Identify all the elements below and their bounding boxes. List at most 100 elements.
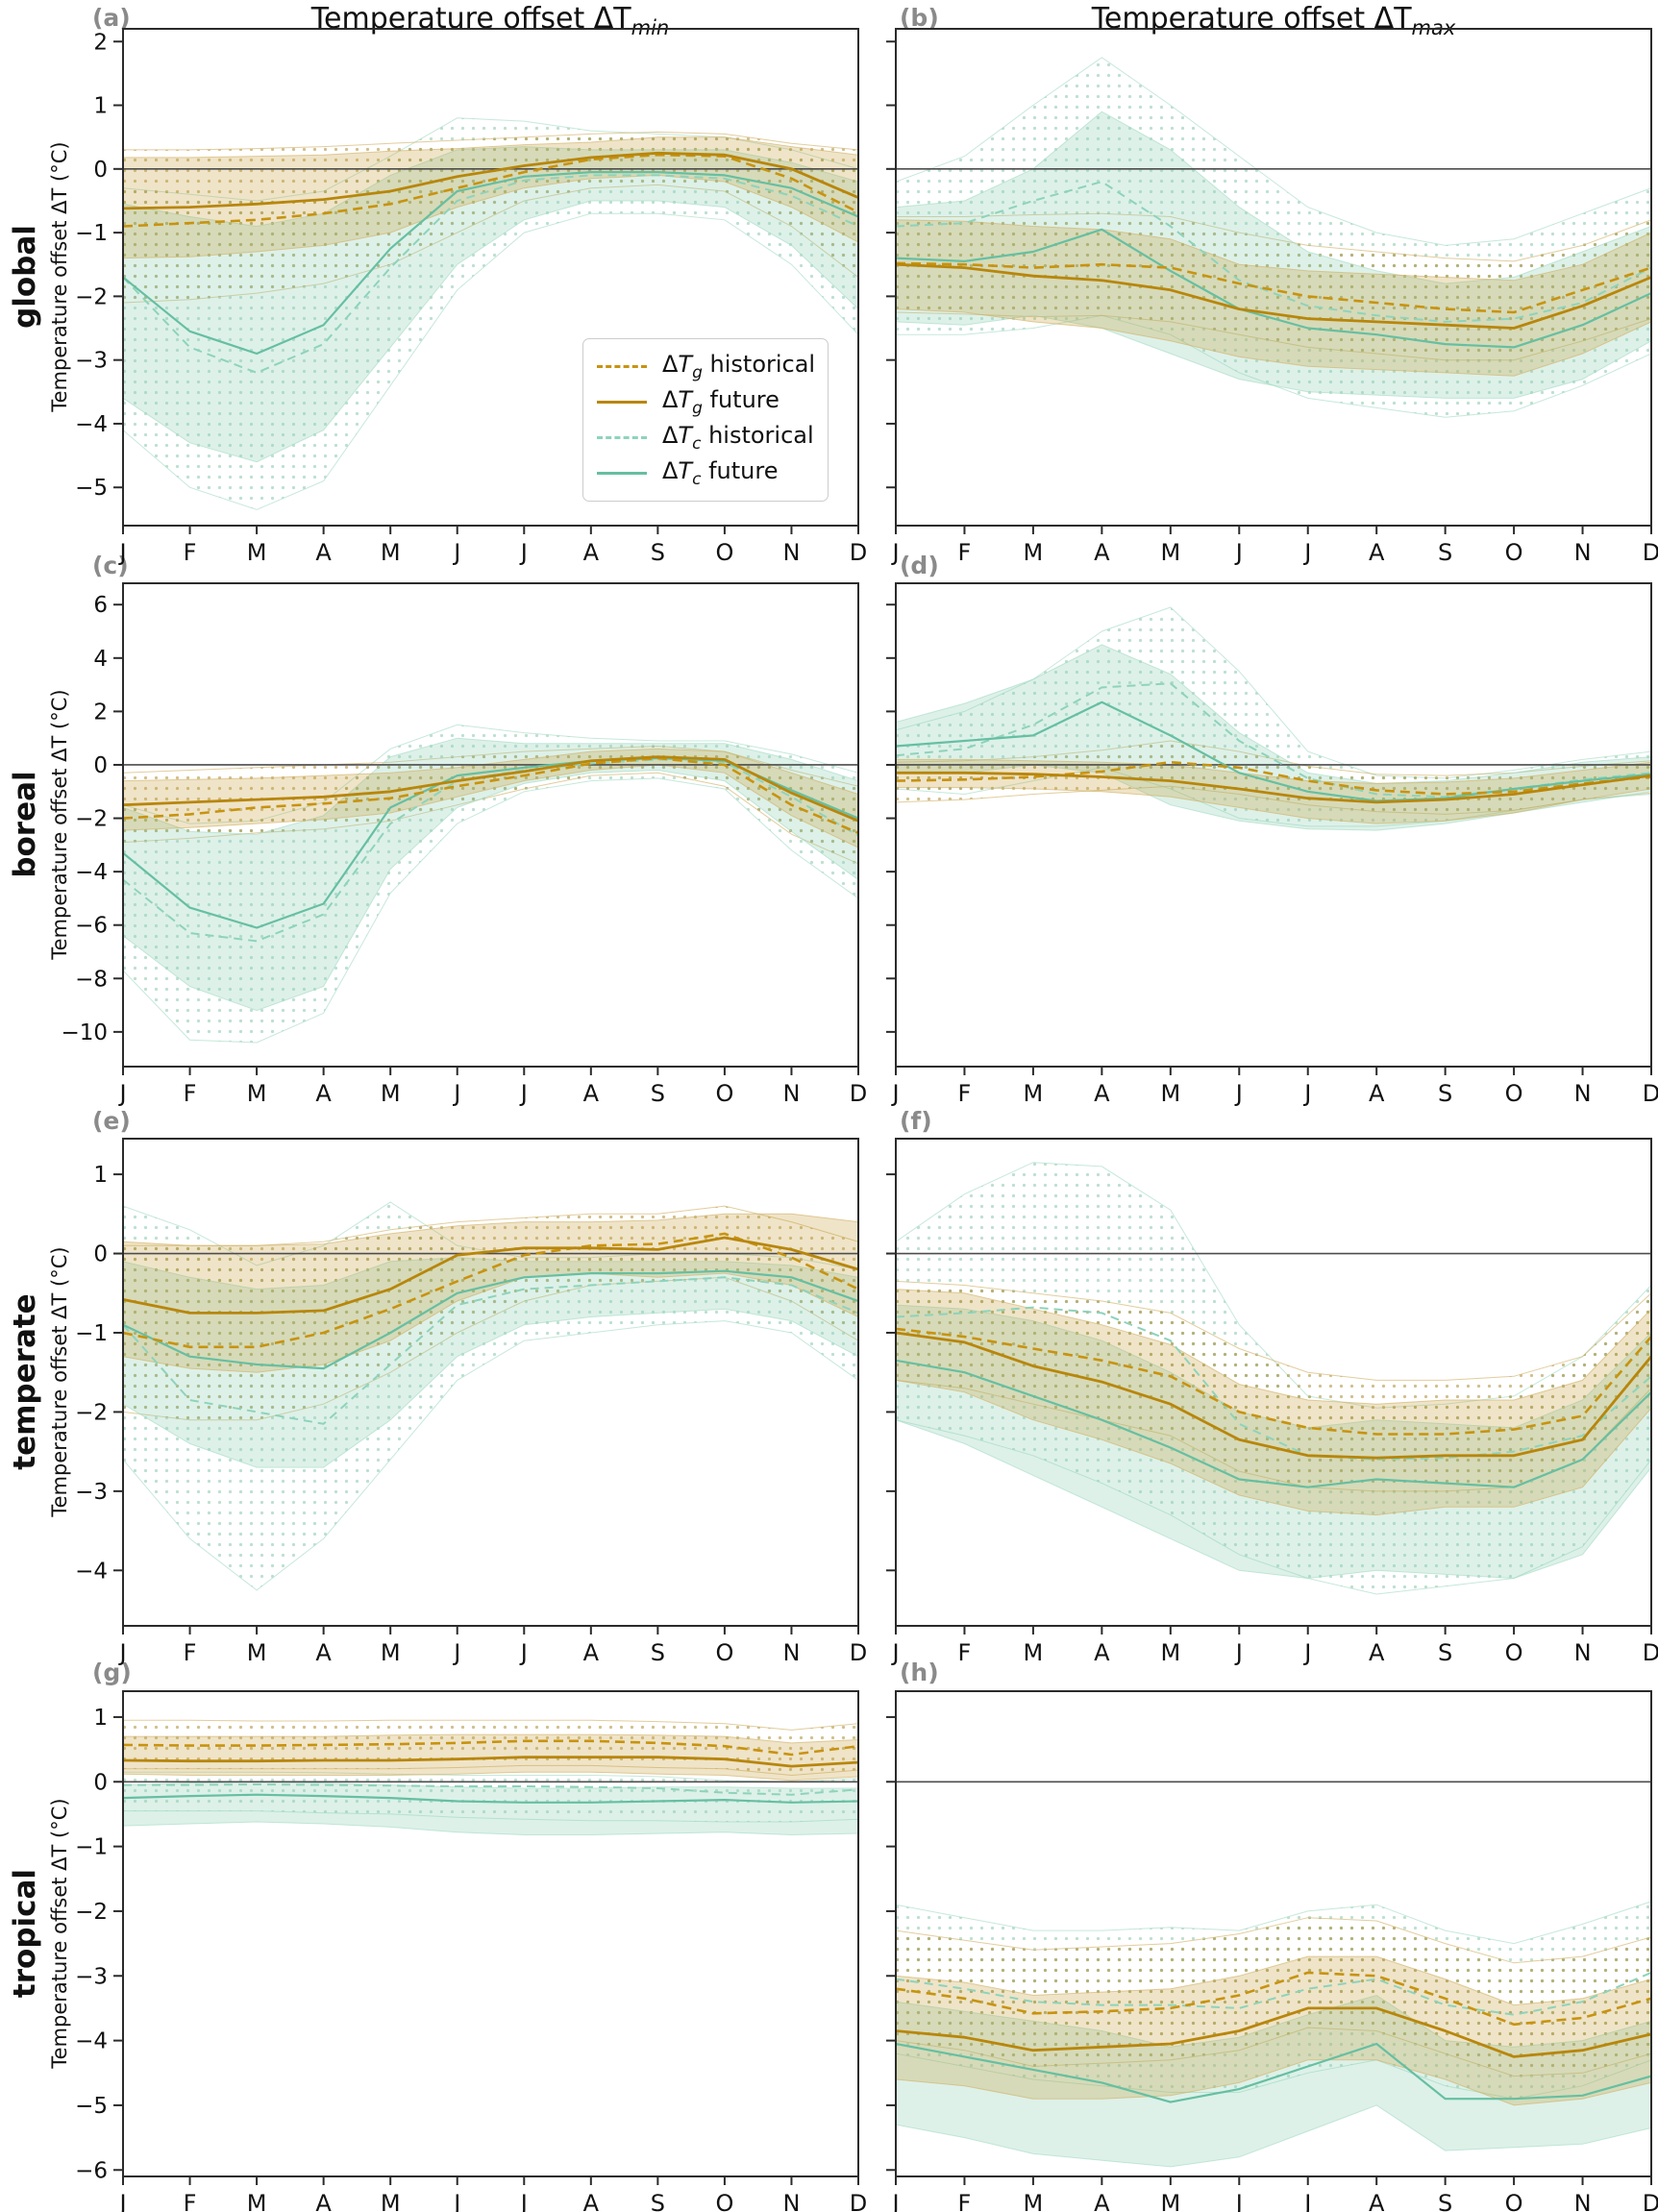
panel-g-ytick-label: −4 [75, 2029, 108, 2054]
panel-f-month-label: M [1160, 1639, 1180, 1666]
panel-d-month-label: D [1643, 1080, 1658, 1107]
legend-item-tc-historical: ΔTc historical [597, 420, 814, 455]
panel-h-line-tc-hist [896, 1971, 1651, 2016]
panel-f-month-label: S [1438, 1639, 1452, 1666]
panel-b-month-label: N [1574, 539, 1592, 566]
panel-h-month-label: D [1643, 2190, 1658, 2212]
panel-g-month-label: N [782, 2190, 800, 2212]
panel-letter-b: (b) [900, 4, 939, 32]
panel-e-month-label: S [651, 1639, 665, 1666]
panel-d-month-label: M [1160, 1080, 1180, 1107]
panel-b-month-label: S [1438, 539, 1452, 566]
panel-d-month-label: J [1234, 1080, 1243, 1107]
panel-b-month-label: J [890, 539, 899, 566]
panel-letter-g: (g) [92, 1659, 132, 1686]
column-title-dtmax-text: Temperature offset ΔT [1091, 2, 1412, 36]
panel-letter-h: (h) [900, 1659, 939, 1686]
panel-h-frame [895, 1690, 1652, 2177]
panel-g-month-label: J [452, 2190, 460, 2212]
panel-g-month-label: M [247, 2190, 267, 2212]
panel-b-month-label: M [1024, 539, 1044, 566]
row-label-temperate: temperate [8, 1293, 42, 1470]
panel-g-ytick-label: −2 [75, 1900, 108, 1925]
panel-d-month-label: F [958, 1080, 972, 1107]
column-title-dtmax: Temperature offset ΔTmax [1092, 2, 1456, 39]
panel-g-line-tc-fut [123, 1793, 858, 1804]
panel-g-month-label: O [715, 2190, 733, 2212]
panel-e-month-label: M [247, 1639, 267, 1666]
panel-e-line-tc-hist [123, 1276, 858, 1425]
panel-h-month-label: J [890, 2190, 899, 2212]
panel-letter-c: (c) [92, 552, 129, 579]
panel-g-band-tc-hist [123, 1771, 858, 1823]
panel-e-ytick-label: −3 [75, 1480, 108, 1505]
panel-c-month-label: A [583, 1080, 600, 1107]
panel-g-ytick-label: −5 [75, 2094, 108, 2119]
panel-b-month-label: M [1160, 539, 1180, 566]
panel-c-month-label: J [452, 1080, 460, 1107]
panel-g-month-label: J [117, 2190, 126, 2212]
panel-c-month-label: F [184, 1080, 197, 1107]
panel-letter-e: (e) [92, 1107, 131, 1135]
panel-a-line-tc-fut [123, 171, 858, 356]
panel-g-line-tc-hist [123, 1783, 858, 1796]
panel-a-month-label: N [782, 539, 800, 566]
panel-f-line-tg-hist [896, 1327, 1651, 1436]
panel-f-line-tc-hist [896, 1306, 1651, 1461]
panel-letter-d: (d) [900, 552, 939, 579]
panel-c-month-label: O [715, 1080, 733, 1107]
panel-f-month-label: N [1574, 1639, 1592, 1666]
panel-d-month-label: J [890, 1080, 899, 1107]
panel-a-ytick-label: −2 [75, 284, 108, 309]
panel-g-month-label: A [315, 2190, 332, 2212]
panel-c-frame [122, 582, 859, 1068]
panel-f-month-label: J [1234, 1639, 1243, 1666]
panel-e-month-label: A [583, 1639, 600, 1666]
panel-a-ytick-label: −4 [75, 412, 108, 437]
panel-g-ytick-label: −3 [75, 1964, 108, 1989]
legend-item-tg-historical: ΔTg historical [597, 349, 816, 384]
panel-b-band-tg-hist [896, 212, 1651, 361]
panel-c-month-label: J [519, 1080, 528, 1107]
panel-c-ytick-label: −8 [75, 967, 108, 992]
panel-a-month-label: A [315, 539, 332, 566]
panel-f-month-label: M [1024, 1639, 1044, 1666]
panel-letter-f: (f) [900, 1107, 932, 1135]
panel-c-band-tc-hist [123, 724, 858, 1044]
panel-d-month-label: A [1369, 1080, 1385, 1107]
panel-c-ytick-label: −10 [61, 1020, 108, 1045]
panel-b-month-label: J [1234, 539, 1243, 566]
panel-c-ytick-label: −6 [75, 914, 108, 939]
panel-g-month-label: M [381, 2190, 401, 2212]
panel-f-month-label: F [958, 1639, 972, 1666]
panel-b-month-label: A [1369, 539, 1385, 566]
panel-e-ytick-label: −1 [75, 1321, 108, 1346]
panel-a-month-label: M [247, 539, 267, 566]
panel-letter-a: (a) [92, 4, 131, 32]
panel-g-ytick-label: 1 [93, 1706, 108, 1731]
panel-c-month-label: M [381, 1080, 401, 1107]
panel-b-month-label: A [1094, 539, 1110, 566]
panel-c-month-label: N [782, 1080, 800, 1107]
panel-a-line-tg-hist [123, 153, 858, 228]
panel-a-month-label: O [715, 539, 733, 566]
panel-d-month-label: N [1574, 1080, 1592, 1107]
row-label-global: global [8, 225, 42, 329]
panel-c-chart: 6 4 2 0 −2 −4 −6 −8 −10 J F M A M J J A S O N D [61, 582, 866, 1107]
panel-f-line-tc-fut [896, 1359, 1651, 1488]
panel-f-month-label: J [890, 1639, 899, 1666]
panel-a-band-tc-fut [123, 146, 858, 463]
panel-h-month-label: J [1302, 2190, 1311, 2212]
panel-a-band-tg-hist [123, 131, 858, 304]
legend-swatch-tg-historical-line [597, 365, 647, 368]
legend-item-tc-future: ΔTc future [597, 455, 814, 491]
panel-h-month-label: F [958, 2190, 972, 2212]
panel-h-line-tc-fut [896, 2042, 1651, 2103]
legend-label-tg-historical: ΔTg historical [662, 351, 816, 382]
panel-b-month-label: F [958, 539, 972, 566]
panel-e-month-label: O [715, 1639, 733, 1666]
panel-h-month-label: J [1234, 2190, 1243, 2212]
